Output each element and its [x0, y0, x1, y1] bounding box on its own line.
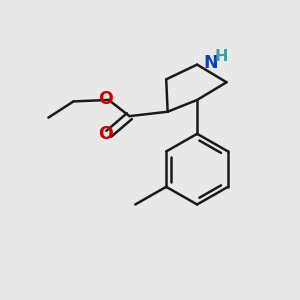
Text: H: H: [215, 49, 228, 64]
Text: N: N: [204, 54, 218, 72]
Text: O: O: [98, 90, 113, 108]
Text: O: O: [98, 125, 113, 143]
